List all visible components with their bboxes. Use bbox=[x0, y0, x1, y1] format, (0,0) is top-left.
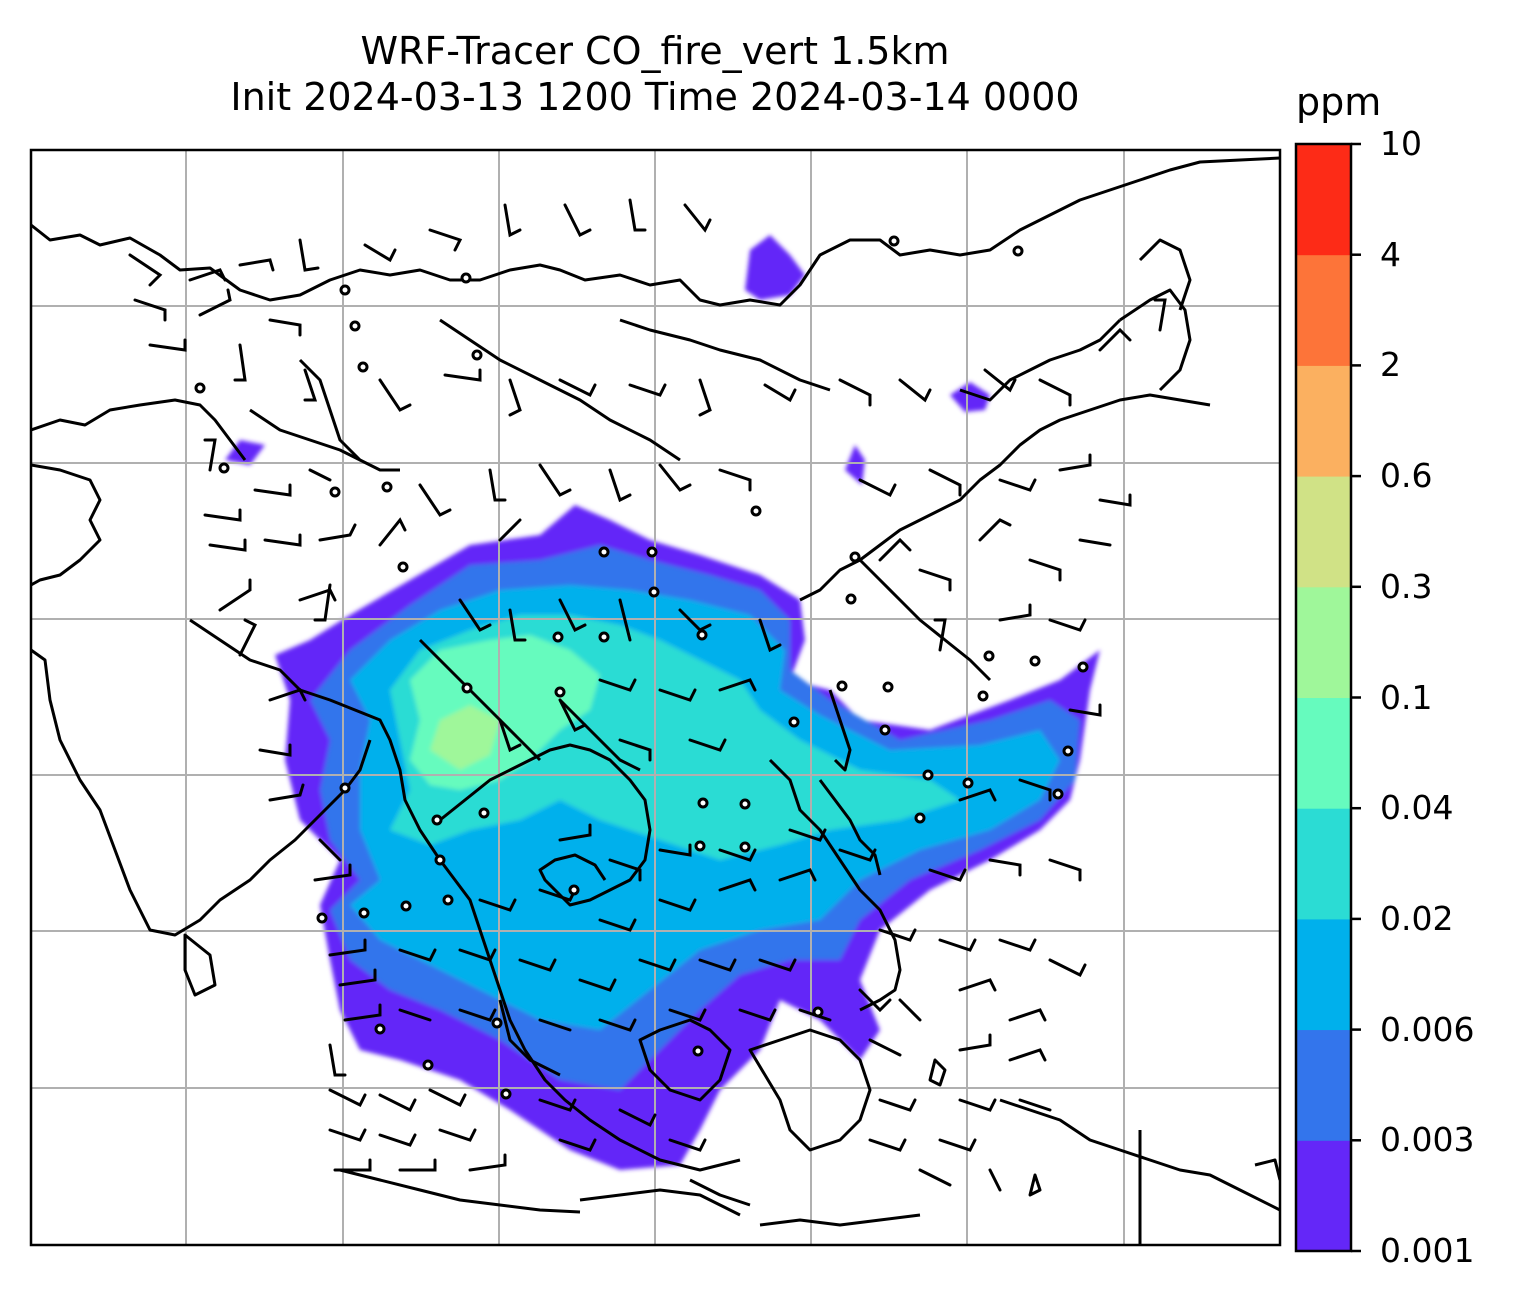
colorbar-tick-label: 0.1 bbox=[1380, 677, 1433, 717]
title-line-1: WRF-Tracer CO_fire_vert 1.5km bbox=[360, 29, 950, 73]
colorbar-tick-label: 0.003 bbox=[1380, 1120, 1475, 1160]
title-line-2: Init 2024-03-13 1200 Time 2024-03-14 000… bbox=[230, 75, 1080, 119]
figure-title: WRF-Tracer CO_fire_vert 1.5km Init 2024-… bbox=[30, 28, 1280, 120]
wind-barbs bbox=[128, 198, 1167, 1192]
colorbar-tick-label: 4 bbox=[1380, 234, 1401, 274]
plume-north-patch-2 bbox=[845, 445, 865, 485]
map-axes-frame bbox=[29, 148, 1282, 1247]
coastlines bbox=[31, 156, 1280, 1245]
colorbar-tick-label: 10 bbox=[1380, 124, 1422, 163]
colorbar-tick-label: 2 bbox=[1380, 345, 1401, 385]
colorbar-segment bbox=[1296, 476, 1351, 588]
colorbar-segment bbox=[1296, 1029, 1351, 1141]
colorbar-segment bbox=[1296, 697, 1351, 809]
colorbar-segment bbox=[1296, 808, 1351, 920]
colorbar-tick-label: 0.001 bbox=[1380, 1231, 1475, 1270]
colorbar-unit-label: ppm bbox=[1296, 80, 1382, 124]
colorbar-segment bbox=[1296, 1140, 1351, 1252]
plume-north-patch-3 bbox=[950, 382, 990, 412]
colorbar-segment bbox=[1296, 144, 1351, 256]
colorbar-tick-label: 0.3 bbox=[1380, 566, 1433, 606]
colorbar-segment bbox=[1296, 586, 1351, 698]
colorbar-segment bbox=[1296, 365, 1351, 477]
colorbar bbox=[1294, 142, 1361, 1253]
colorbar-segment bbox=[1296, 254, 1351, 366]
gridlines bbox=[31, 150, 1280, 1245]
colorbar-tick-label: 0.006 bbox=[1380, 1009, 1475, 1049]
colorbar-tick-label: 0.02 bbox=[1380, 898, 1454, 938]
calm-wind-circles bbox=[194, 235, 1089, 1100]
plume-west-patch bbox=[225, 440, 265, 465]
colorbar-segment bbox=[1296, 918, 1351, 1031]
plume-layer-0.1 bbox=[430, 705, 500, 770]
colorbar-tick-label: 0.6 bbox=[1380, 456, 1433, 496]
plume-north-patch-1 bbox=[745, 235, 805, 300]
colorbar-tick-label: 0.04 bbox=[1380, 788, 1454, 828]
